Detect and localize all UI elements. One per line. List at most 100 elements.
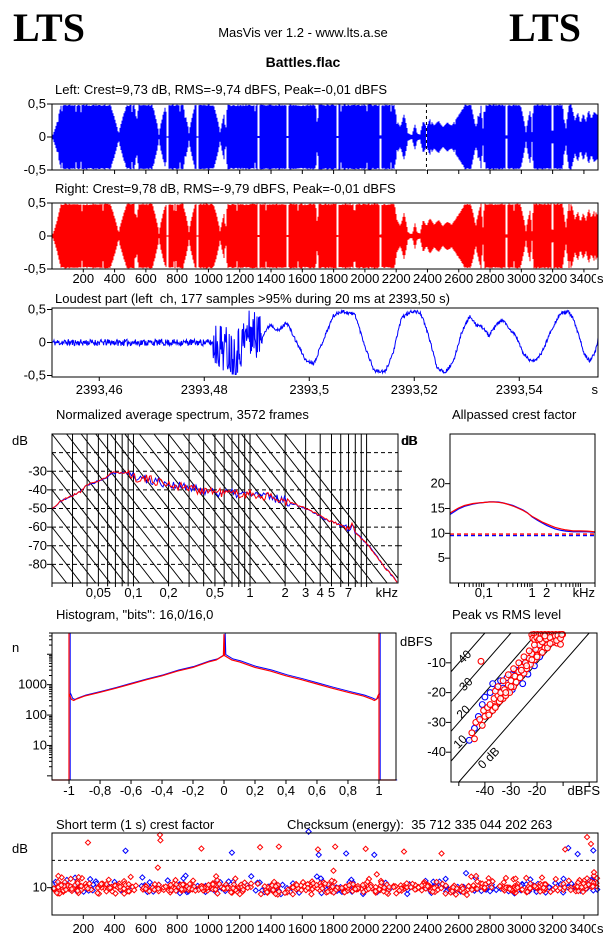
svg-text:-20: -20 <box>528 783 547 798</box>
svg-text:0,5: 0,5 <box>206 585 224 600</box>
svg-text:0: 0 <box>39 129 46 144</box>
svg-text:-0,5: -0,5 <box>24 261 46 276</box>
svg-text:2393,5: 2393,5 <box>289 382 329 397</box>
svg-text:0,05: 0,05 <box>86 585 111 600</box>
svg-text:5: 5 <box>438 550 445 565</box>
lts-logo-right: LTS <box>509 5 581 50</box>
svg-text:3400: 3400 <box>569 921 598 936</box>
svg-text:10: 10 <box>33 737 47 752</box>
svg-text:-20: -20 <box>427 685 446 700</box>
svg-text:600: 600 <box>135 271 157 286</box>
svg-text:0,1: 0,1 <box>475 585 493 600</box>
svg-text:2200: 2200 <box>382 921 411 936</box>
svg-text:-70: -70 <box>28 538 47 553</box>
loudest-part-title: Loudest part (left ch, 177 samples >95% … <box>55 291 450 306</box>
svg-text:20: 20 <box>431 476 445 491</box>
svg-text:-10: -10 <box>427 655 446 670</box>
lts-logo-left: LTS <box>13 5 85 50</box>
app-version-line: MasVis ver 1.2 - www.lts.a.se <box>218 25 388 40</box>
svg-text:0,5: 0,5 <box>28 302 46 317</box>
svg-text:1200: 1200 <box>225 921 254 936</box>
svg-text:2393,52: 2393,52 <box>391 382 438 397</box>
svg-text:4: 4 <box>317 585 324 600</box>
svg-text:1400: 1400 <box>257 271 286 286</box>
svg-text:-0,5: -0,5 <box>24 162 46 177</box>
svg-text:1800: 1800 <box>319 271 348 286</box>
svg-text:-80: -80 <box>28 556 47 571</box>
svg-text:s: s <box>592 382 599 397</box>
svg-text:2393,48: 2393,48 <box>181 382 228 397</box>
left-channel-stats: Left: Crest=9,73 dB, RMS=-9,74 dBFS, Pea… <box>55 82 388 97</box>
svg-text:0,2: 0,2 <box>160 585 178 600</box>
svg-text:2800: 2800 <box>476 271 505 286</box>
svg-text:2600: 2600 <box>444 921 473 936</box>
svg-text:2200: 2200 <box>382 271 411 286</box>
svg-text:0,4: 0,4 <box>277 783 295 798</box>
short-term-title: Short term (1 s) crest factor <box>56 817 215 832</box>
svg-text:0,1: 0,1 <box>124 585 142 600</box>
svg-text:-0,8: -0,8 <box>89 783 111 798</box>
svg-text:100: 100 <box>25 707 47 722</box>
svg-text:400: 400 <box>104 271 126 286</box>
svg-text:0,5: 0,5 <box>28 195 46 210</box>
svg-text:0,5: 0,5 <box>28 96 46 111</box>
svg-text:400: 400 <box>104 921 126 936</box>
svg-text:-40: -40 <box>427 744 446 759</box>
svg-text:dB: dB <box>401 433 417 448</box>
svg-text:15: 15 <box>431 501 445 516</box>
svg-text:3200: 3200 <box>538 271 567 286</box>
spectrum-title: Normalized average spectrum, 3572 frames <box>56 407 309 422</box>
svg-text:1400: 1400 <box>257 921 286 936</box>
svg-text:2400: 2400 <box>413 921 442 936</box>
svg-text:-60: -60 <box>28 519 47 534</box>
svg-text:dBFS: dBFS <box>567 783 600 798</box>
svg-text:0,8: 0,8 <box>339 783 357 798</box>
svg-text:-40: -40 <box>475 783 494 798</box>
svg-text:s: s <box>597 271 604 286</box>
svg-text:2393,54: 2393,54 <box>496 382 543 397</box>
svg-text:1600: 1600 <box>288 271 317 286</box>
svg-text:0: 0 <box>220 783 227 798</box>
svg-text:1600: 1600 <box>288 921 317 936</box>
svg-text:0,2: 0,2 <box>246 783 264 798</box>
svg-text:1200: 1200 <box>225 271 254 286</box>
svg-text:3000: 3000 <box>507 921 536 936</box>
right-channel-stats: Right: Crest=9,78 dB, RMS=-9,79 dBFS, Pe… <box>55 181 396 196</box>
svg-text:dB: dB <box>12 841 28 856</box>
svg-text:2400: 2400 <box>413 271 442 286</box>
svg-text:600: 600 <box>135 921 157 936</box>
svg-text:800: 800 <box>166 271 188 286</box>
svg-text:2600: 2600 <box>444 271 473 286</box>
svg-text:2: 2 <box>281 585 288 600</box>
svg-text:800: 800 <box>166 921 188 936</box>
svg-text:2393,46: 2393,46 <box>76 382 123 397</box>
histogram-title: Histogram, "bits": 16,0/16,0 <box>56 607 214 622</box>
svg-text:-30: -30 <box>28 463 47 478</box>
svg-text:-30: -30 <box>502 783 521 798</box>
allpassed-title: Allpassed crest factor <box>452 407 577 422</box>
svg-text:0: 0 <box>39 228 46 243</box>
file-title: Battles.flac <box>265 54 341 70</box>
svg-text:3000: 3000 <box>507 271 536 286</box>
svg-text:2000: 2000 <box>350 271 379 286</box>
svg-text:200: 200 <box>72 921 94 936</box>
svg-text:-0,2: -0,2 <box>182 783 204 798</box>
svg-text:10: 10 <box>431 525 445 540</box>
svg-text:3: 3 <box>302 585 309 600</box>
svg-text:0,6: 0,6 <box>308 783 326 798</box>
svg-text:1: 1 <box>375 783 382 798</box>
svg-text:7: 7 <box>345 585 352 600</box>
svg-text:1000: 1000 <box>18 677 47 692</box>
svg-text:2: 2 <box>543 585 550 600</box>
svg-text:dB: dB <box>12 433 28 448</box>
svg-text:3200: 3200 <box>538 921 567 936</box>
svg-text:-1: -1 <box>63 783 75 798</box>
svg-text:200: 200 <box>72 271 94 286</box>
svg-text:1: 1 <box>528 585 535 600</box>
svg-text:n: n <box>12 640 19 655</box>
peak-vs-rms-title: Peak vs RMS level <box>452 607 562 622</box>
svg-text:-50: -50 <box>28 501 47 516</box>
svg-text:1000: 1000 <box>194 921 223 936</box>
svg-text:1800: 1800 <box>319 921 348 936</box>
